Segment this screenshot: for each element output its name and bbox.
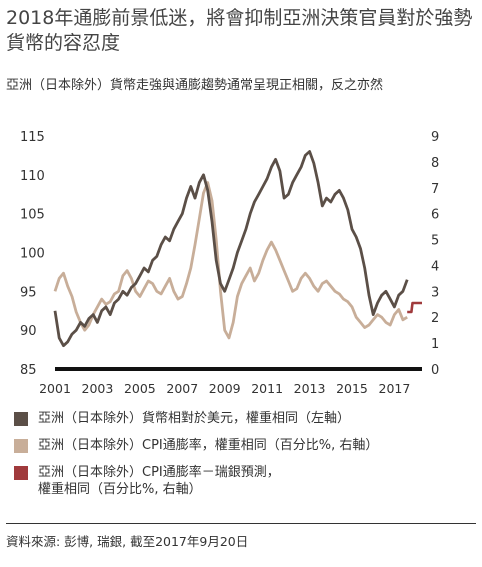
y-left-tick-label: 90	[20, 324, 37, 339]
y-left-tick-label: 105	[20, 208, 45, 223]
y-left-tick-label: 100	[20, 247, 45, 262]
series-line-currency	[53, 150, 409, 348]
x-tick-label: 2005	[124, 381, 156, 396]
legend-label-forecast: 亞洲（日本除外）CPI通膨率－瑞銀預測， 權重相同（百分比%, 右軸）	[38, 465, 280, 497]
x-tick-label: 2017	[379, 381, 411, 396]
y-right-tick-label: 2	[431, 311, 439, 326]
y-right-tick-label: 6	[431, 208, 439, 223]
legend-label-cpi: 亞洲（日本除外）CPI通膨率，權重相同（百分比%, 右軸）	[38, 438, 379, 453]
x-tick-label: 2013	[294, 381, 326, 396]
y-right-tick-label: 5	[431, 234, 439, 249]
y-axis-left: 115 110 105 100 95 90 85	[20, 130, 45, 378]
y-right-tick-label: 8	[431, 156, 439, 171]
x-tick-label: 2015	[336, 381, 368, 396]
chart-subtitle: 亞洲（日本除外）貨幣走強與通膨趨勢通常呈現正相關，反之亦然	[6, 78, 384, 93]
y-left-tick-label: 95	[20, 285, 37, 300]
source-note: 資料來源: 彭博, 瑞銀, 截至2017年9月20日	[6, 534, 249, 549]
x-tick-label: 2003	[82, 381, 114, 396]
x-tick-label: 2011	[251, 381, 283, 396]
legend-item-cpi: 亞洲（日本除外）CPI通膨率，權重相同（百分比%, 右軸）	[14, 437, 474, 454]
y-right-tick-label: 1	[431, 337, 439, 352]
y-left-tick-label: 85	[20, 363, 37, 378]
y-left-tick-label: 115	[20, 130, 45, 145]
y-right-tick-label: 3	[431, 285, 439, 300]
series-line-forecast	[407, 301, 422, 314]
y-right-tick-label: 7	[431, 182, 439, 197]
series-line-cpi	[53, 181, 408, 340]
chart-area: 2001 2003 2005 2007 2009 2011 2013 2015 2017 115…	[20, 130, 439, 396]
y-right-tick-label: 9	[431, 130, 439, 145]
legend-item-forecast: 亞洲（日本除外）CPI通膨率－瑞銀預測， 權重相同（百分比%, 右軸）	[14, 464, 474, 498]
x-axis: 2001 2003 2005 2007 2009 2011 2013 2015 2017	[39, 367, 422, 396]
legend-swatch-forecast	[14, 466, 28, 480]
y-right-tick-label: 4	[431, 259, 439, 274]
source-divider	[6, 523, 476, 524]
y-axis-right: 9 8 7 6 5 4 3 2 1 0	[431, 130, 439, 378]
y-right-tick-label: 0	[431, 363, 439, 378]
legend-swatch-currency	[14, 412, 28, 426]
x-tick-label: 2009	[209, 381, 241, 396]
legend-swatch-cpi	[14, 439, 28, 453]
x-tick-label: 2007	[166, 381, 198, 396]
legend-label-currency: 亞洲（日本除外）貨幣相對於美元，權重相同（左軸）	[38, 411, 351, 426]
legend: 亞洲（日本除外）貨幣相對於美元，權重相同（左軸） 亞洲（日本除外）CPI通膨率，…	[14, 410, 474, 508]
chart-title: 2018年通膨前景低迷，將會抑制亞洲決策官員對於強勢貨幣的容忍度	[6, 7, 473, 54]
series-layer	[53, 150, 422, 348]
y-left-tick-label: 110	[20, 169, 45, 184]
x-tick-label: 2001	[39, 381, 71, 396]
legend-item-currency: 亞洲（日本除外）貨幣相對於美元，權重相同（左軸）	[14, 410, 474, 427]
